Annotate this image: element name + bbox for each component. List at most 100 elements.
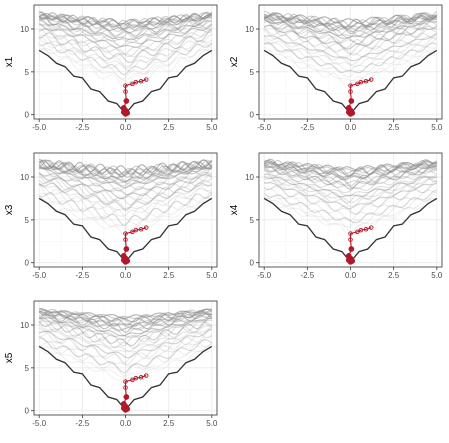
ensemble-curve: [38, 37, 213, 70]
panel-1: -5.0 -2.5 0.0 2.5 5.0 0 5 10 x1: [4, 4, 218, 132]
ensemble-curve: [38, 27, 213, 58]
ensemble-curve: [264, 47, 437, 87]
highlight-point: [138, 79, 144, 84]
highlight-point: [348, 237, 353, 242]
ensemble-curve: [263, 13, 438, 30]
ensemble-curve: [39, 179, 213, 210]
ensemble-curve: [263, 173, 438, 204]
highlight-point: [120, 253, 127, 259]
ensemble-curve: [39, 310, 213, 332]
ensemble-curve: [38, 320, 213, 349]
y-tick-label: 0: [250, 111, 255, 120]
highlight-point: [348, 98, 355, 104]
ensemble-curve: [39, 184, 213, 217]
x-tick-label: 5.0: [431, 271, 443, 280]
ensemble-curve: [38, 182, 213, 212]
ensemble-curve: [39, 11, 213, 27]
x-tick-label: -5.0: [32, 271, 46, 280]
x-tick-label: -5.0: [32, 123, 46, 132]
highlight-point: [138, 375, 144, 380]
ensemble-curve: [39, 11, 213, 28]
ensemble-curve: [38, 167, 213, 192]
ensemble-curve: [263, 166, 438, 190]
highlight-point: [348, 83, 353, 88]
x-tick-label: 0.0: [120, 271, 132, 280]
highlight-point: [123, 231, 128, 236]
ensemble-curve: [263, 178, 438, 208]
ensemble-curve: [38, 347, 213, 381]
y-tick-label: 0: [250, 259, 255, 268]
ensemble-curve: [38, 310, 213, 326]
x-tick-label: 2.5: [163, 419, 175, 428]
plot-area: [38, 11, 213, 117]
ensemble-curve: [263, 166, 437, 186]
ensemble-curve: [38, 15, 213, 39]
ensemble-curve: [264, 161, 437, 181]
ensemble-curve: [38, 23, 213, 49]
highlight-point: [355, 229, 360, 235]
ensemble-curve: [39, 337, 213, 374]
ensemble-curve: [38, 16, 213, 37]
x-tick-label: 5.0: [206, 271, 218, 280]
ensemble-curve: [39, 27, 213, 55]
highlight-point: [345, 253, 352, 259]
ensemble-curve: [264, 173, 438, 197]
ensemble-curve: [38, 171, 212, 196]
ensemble-curve: [263, 198, 437, 232]
ensemble-curve: [38, 316, 213, 338]
highlight-point: [133, 375, 139, 381]
ensemble-curve: [264, 24, 438, 50]
ensemble-curve: [38, 175, 213, 202]
ensemble-curve: [263, 191, 438, 228]
ensemble-curve: [38, 33, 213, 68]
ensemble-curve: [38, 164, 213, 183]
highlight-point: [143, 225, 149, 230]
ensemble-curve: [264, 182, 438, 210]
ensemble-curve: [263, 180, 437, 215]
highlight-point: [124, 110, 131, 116]
ensemble-curve: [38, 308, 213, 323]
ensemble-curve: [263, 162, 437, 178]
y-axis-label: x5: [4, 352, 15, 363]
ensemble-curve: [38, 164, 213, 185]
ensemble-curve: [39, 47, 212, 82]
ensemble-curve: [39, 36, 213, 72]
ensemble-curve: [38, 42, 213, 80]
ensemble-curve: [39, 167, 212, 189]
ensemble-curve: [264, 43, 438, 78]
ensemble-curve: [263, 188, 437, 222]
ensemble-curve: [38, 11, 213, 30]
ensemble-curve: [39, 11, 213, 29]
ensemble-curve: [39, 29, 213, 64]
ensemble-curve: [39, 331, 213, 364]
x-tick-label: 5.0: [431, 123, 443, 132]
highlight-point: [138, 227, 144, 232]
x-tick-label: -5.0: [32, 419, 46, 428]
highlight-point: [130, 81, 135, 87]
ensemble-curve: [264, 176, 437, 204]
highlight-point: [130, 229, 135, 235]
plot-area: [263, 10, 438, 117]
ensemble-curve: [263, 182, 437, 215]
ensemble-curve: [38, 183, 212, 211]
highlight-point: [124, 406, 131, 412]
ensemble-curve: [38, 14, 212, 33]
highlight-point: [123, 246, 130, 252]
highlight-point: [123, 385, 128, 390]
x-tick-label: 0.0: [345, 123, 357, 132]
highlight-point: [133, 227, 139, 233]
ensemble-curve: [38, 15, 213, 41]
highlight-point: [143, 373, 149, 378]
highlight-point: [363, 227, 369, 232]
ensemble-curve: [263, 14, 438, 33]
ensemble-curve: [38, 159, 213, 175]
ensemble-curve: [38, 13, 213, 32]
y-axis-label: x1: [4, 56, 15, 67]
ensemble-curve: [38, 309, 212, 323]
highlight-point: [348, 231, 353, 236]
x-tick-label: -2.5: [300, 271, 314, 280]
highlight-point: [348, 246, 355, 252]
x-tick-label: 0.0: [120, 419, 132, 428]
ensemble-curve: [263, 36, 437, 68]
ensemble-curve: [38, 343, 213, 378]
